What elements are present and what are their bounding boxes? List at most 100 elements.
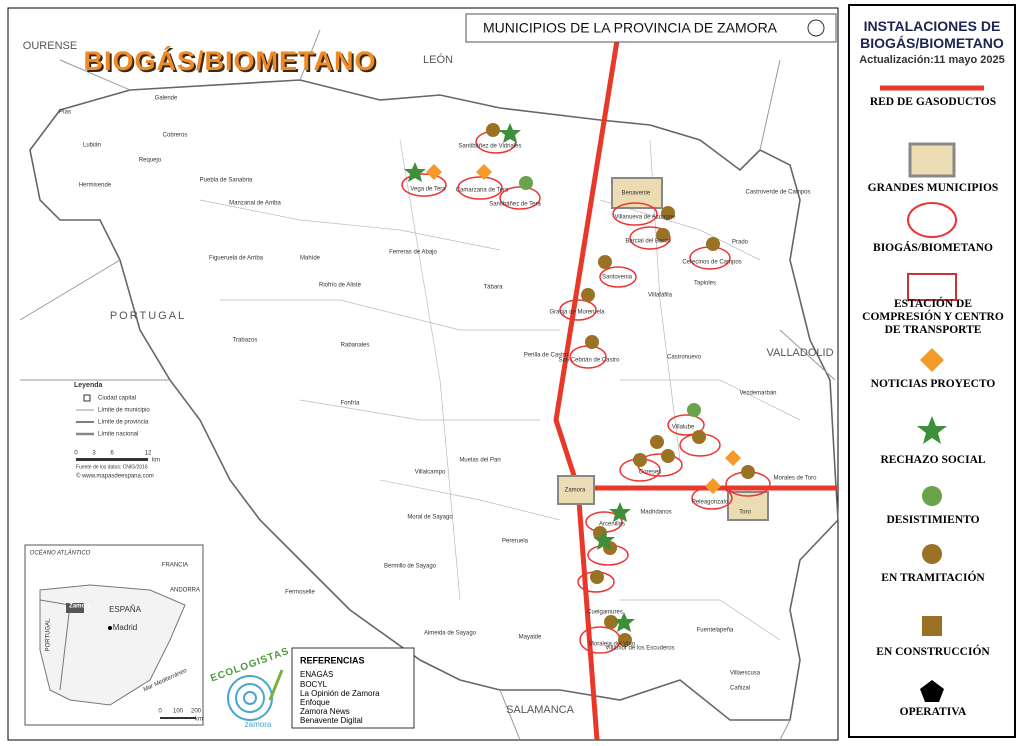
project-news <box>426 164 442 180</box>
label: km <box>195 717 203 723</box>
municipality-label: Castronuevo <box>667 355 702 361</box>
social-rejection <box>593 530 615 550</box>
municipality-label: Hermisende <box>79 183 112 189</box>
label: BOCYL <box>300 680 328 689</box>
in-processing <box>692 430 706 444</box>
municipality-label: Villafáfila <box>648 293 673 299</box>
municipality-label: Muelas del Pan <box>459 458 500 464</box>
municipality-label: Almeida de Sayago <box>424 631 477 637</box>
legend-label: OPERATIVA <box>899 706 967 718</box>
municipality-label: Pereruela <box>502 539 529 545</box>
municipality-label: Fermoselle <box>285 590 315 596</box>
municipality-label: Figueruela de Arriba <box>209 256 264 262</box>
social-rejection <box>613 612 635 632</box>
in-processing <box>650 435 664 449</box>
in-processing <box>486 123 500 137</box>
site: © www.mapasdeespana.com <box>76 473 154 480</box>
municipality-label: Villaescusa <box>730 671 761 677</box>
project-news <box>705 478 721 494</box>
municipality-label: Zamora <box>565 488 586 494</box>
municipality-label: Cobreros <box>163 133 188 139</box>
social-rejection <box>404 162 426 182</box>
references: REFERENCIAS ENAGÁS BOCYL La Opinión de Z… <box>291 647 415 729</box>
label: La Opinión de Zamora <box>300 689 380 698</box>
municipality-label: Lubián <box>83 143 101 149</box>
municipality-label: Villalcampo <box>415 470 446 476</box>
municipality-label: Santibáñez de Tera <box>489 202 541 208</box>
municipality-label: Camarzana de Tera <box>456 188 509 194</box>
municipality-label: Madridanos <box>640 510 671 516</box>
label: FRANCIA <box>162 563 188 569</box>
municipality-label: Vega de Tera <box>410 187 446 193</box>
label: OCÉANO ATLÁNTICO <box>30 550 91 557</box>
municipality-label: Santovenia <box>602 275 633 281</box>
label: PORTUGAL <box>46 618 52 652</box>
municipality-label: Prado <box>732 240 749 246</box>
social-rejection <box>609 502 631 522</box>
municipality-label: Perilla de Castro <box>524 353 569 359</box>
source: Fuente de los datos: CNIG/2016 <box>76 464 148 470</box>
compass <box>807 19 825 37</box>
municipality-label: Vezdemarbán <box>739 391 776 397</box>
municipality-label: Cuelgamures <box>587 610 623 616</box>
legend-icons <box>880 85 984 702</box>
region-label: PORTUGAL <box>110 310 186 322</box>
municipality-label: Cerecinos de Campos <box>682 260 741 266</box>
scale-label: 3 <box>92 451 96 457</box>
municipality-label: Tapioles <box>694 281 716 287</box>
legend-label: RED DE GASODUCTOS <box>869 96 997 108</box>
in-processing <box>598 255 612 269</box>
municipality-label: Granja de Moreruela <box>549 310 605 316</box>
municipality-label: Requejo <box>139 158 162 164</box>
municipality-label: Arcenillas <box>599 522 625 528</box>
withdrawn <box>687 403 701 417</box>
municipality-label: Riofrío de Aliste <box>319 283 362 289</box>
neighbour-boundaries <box>19 29 836 741</box>
title-box <box>465 13 837 43</box>
social-rejection <box>499 123 521 143</box>
municipality-label: Ferreras de Abajo <box>389 250 437 256</box>
legend-label: EN CONSTRUCCIÓN <box>876 646 990 658</box>
in-processing <box>618 633 632 647</box>
legend-item: Límite de provincia <box>98 420 149 426</box>
legend-label: DESISTIMIENTO <box>886 514 980 526</box>
overlay-title: BIOGÁS/BIOMETANO <box>83 45 376 76</box>
legend-label: BIOGÁS/BIOMETANO <box>873 242 993 254</box>
municipality-label: Trabazos <box>233 338 258 344</box>
in-processing <box>656 228 670 242</box>
map-legend: Leyenda Ciudad capital Límite de municip… <box>74 382 160 480</box>
project-news <box>476 164 492 180</box>
municipality-label: Fonfría <box>340 401 360 407</box>
large-municipality <box>557 475 595 505</box>
label: 0 <box>158 709 162 715</box>
municipality-label: Bermillo de Sayago <box>384 564 437 570</box>
label: Benavente Digital <box>300 716 363 725</box>
municipality-label: Villamor de los Escuderos <box>605 646 674 652</box>
region-label: VALLADOLID <box>766 347 833 359</box>
municipality-label: Rabanales <box>341 343 370 349</box>
municipality-label: Coreses <box>639 470 661 476</box>
region-label: SALAMANCA <box>506 704 575 716</box>
label: Enfoque <box>300 698 330 707</box>
municipality-label: Tábara <box>483 285 503 291</box>
biogas-plant <box>401 173 447 197</box>
label: Madrid <box>113 623 137 632</box>
in-processing <box>706 237 720 251</box>
in-processing <box>633 453 647 467</box>
municipality-label: Manzanal de Arriba <box>229 201 281 207</box>
municipality-label: San Cebrián de Castro <box>558 358 620 364</box>
municipal-boundaries <box>199 139 801 641</box>
municipality-label: Villanueva de Azoague <box>615 215 677 221</box>
region-label: LEÓN <box>423 53 453 66</box>
biogas-plant <box>667 414 705 436</box>
scale-label: 12 <box>145 451 152 457</box>
scale-label: 6 <box>110 451 114 457</box>
legend-item: Límite nacional <box>98 432 138 438</box>
label: 100 <box>173 709 184 715</box>
in-processing <box>661 206 675 220</box>
municipality-label: Galende <box>155 96 178 102</box>
in-processing <box>604 615 618 629</box>
panel-title: INSTALACIONES DE BIOGÁS/BIOMETANO <box>860 18 1004 51</box>
biogas-plant <box>499 186 541 210</box>
municipality-label: Villalube <box>672 425 695 431</box>
